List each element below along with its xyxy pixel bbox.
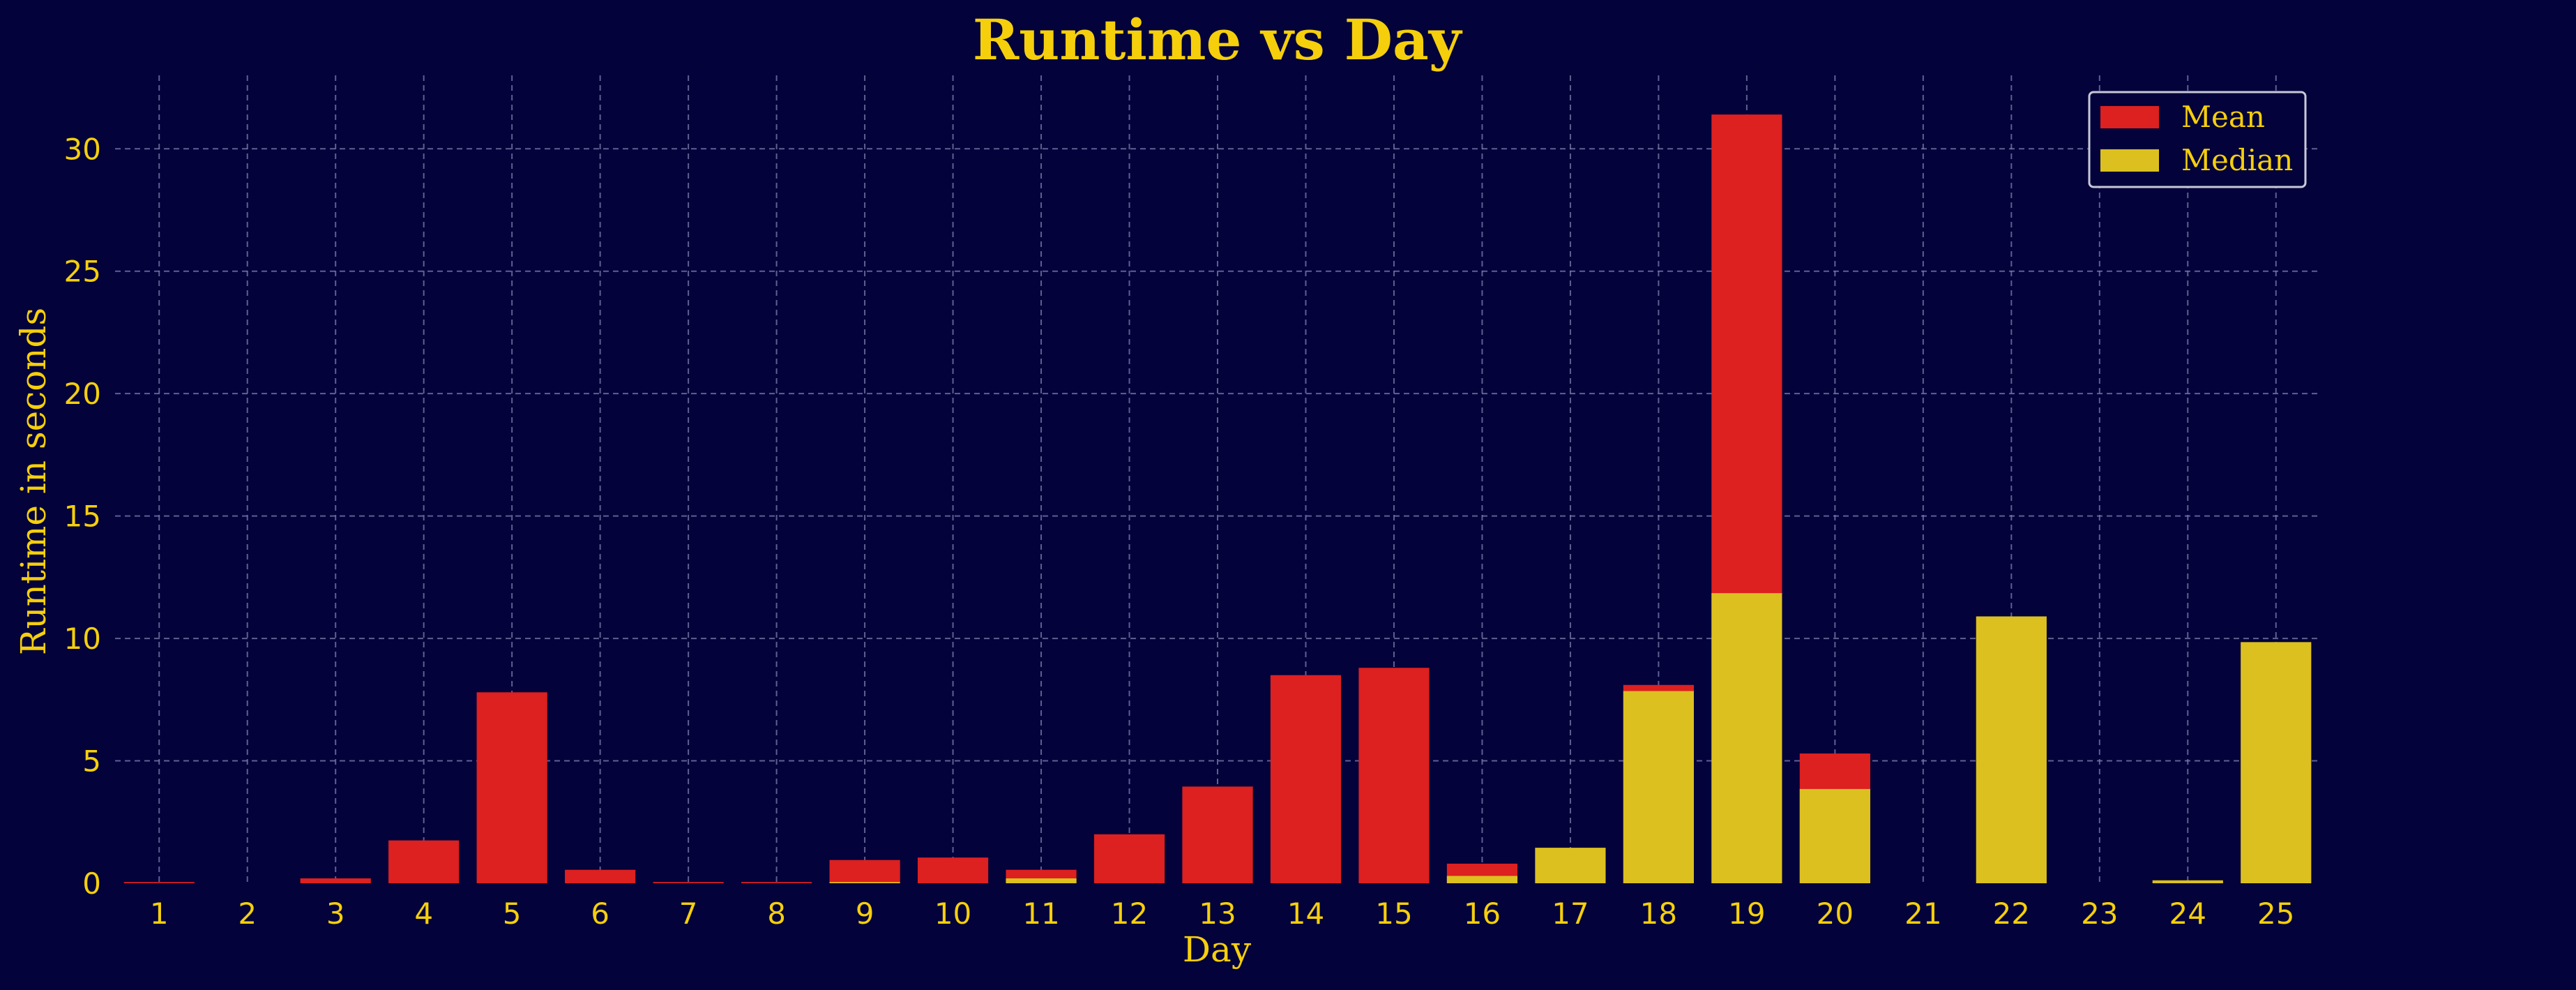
- y-tick-label-25: 25: [64, 255, 101, 289]
- bar-median-day-18: [1623, 691, 1694, 883]
- x-tick-label-21: 21: [1904, 897, 1941, 931]
- x-tick-label-19: 19: [1728, 897, 1765, 931]
- y-tick-label-15: 15: [64, 500, 101, 534]
- bars: [123, 114, 2312, 883]
- x-axis-label: Day: [1183, 929, 1252, 970]
- bar-mean-day-1: [123, 882, 195, 883]
- x-tick-label-3: 3: [326, 897, 345, 931]
- x-tick-label-11: 11: [1022, 897, 1059, 931]
- x-tick-label-24: 24: [2169, 897, 2206, 931]
- bar-median-day-9: [829, 882, 900, 883]
- chart-title: Runtime vs Day: [973, 7, 1463, 73]
- bar-mean-day-9: [829, 860, 900, 883]
- x-tick-label-10: 10: [934, 897, 971, 931]
- bar-mean-day-4: [388, 840, 460, 883]
- bar-mean-day-13: [1182, 786, 1253, 883]
- x-tick-labels: 1 2 3 4 5 6 7 8 9 10 11 12 13 14 15 16 17 18 19 20 21 22 23 24 2…: [150, 897, 2295, 931]
- x-tick-label-14: 14: [1287, 897, 1324, 931]
- legend: Mean Median: [2088, 91, 2307, 188]
- legend-swatch-median: [2100, 149, 2159, 172]
- bar-mean-day-6: [565, 869, 636, 883]
- x-tick-label-18: 18: [1640, 897, 1677, 931]
- x-tick-label-6: 6: [591, 897, 609, 931]
- x-tick-label-9: 9: [856, 897, 874, 931]
- x-tick-label-5: 5: [503, 897, 522, 931]
- y-tick-label-20: 20: [64, 377, 101, 411]
- x-tick-label-1: 1: [150, 897, 169, 931]
- x-tick-label-16: 16: [1464, 897, 1501, 931]
- x-tick-label-2: 2: [238, 897, 257, 931]
- bar-mean-day-8: [741, 882, 812, 883]
- x-tick-label-4: 4: [414, 897, 433, 931]
- y-tick-label-30: 30: [64, 132, 101, 166]
- x-tick-label-8: 8: [767, 897, 786, 931]
- bar-mean-day-3: [300, 878, 371, 883]
- bar-median-day-24: [2152, 880, 2223, 883]
- x-tick-label-20: 20: [1817, 897, 1854, 931]
- x-tick-label-13: 13: [1199, 897, 1236, 931]
- legend-label-mean: Mean: [2181, 100, 2265, 134]
- bar-mean-day-14: [1270, 675, 1342, 883]
- bar-median-day-19: [1711, 593, 1782, 883]
- bar-median-day-17: [1535, 848, 1606, 883]
- legend-label-median: Median: [2181, 143, 2293, 177]
- y-tick-label-5: 5: [82, 744, 101, 779]
- x-tick-label-25: 25: [2257, 897, 2294, 931]
- bar-mean-day-5: [476, 692, 547, 883]
- x-tick-label-23: 23: [2081, 897, 2118, 931]
- y-tick-label-10: 10: [64, 622, 101, 656]
- x-tick-label-12: 12: [1111, 897, 1148, 931]
- bar-mean-day-10: [917, 857, 989, 883]
- bar-median-day-11: [1006, 878, 1077, 883]
- x-tick-label-15: 15: [1375, 897, 1412, 931]
- bar-mean-day-12: [1093, 834, 1165, 883]
- bar-median-day-16: [1446, 876, 1518, 883]
- bar-median-day-22: [1976, 616, 2047, 883]
- x-tick-label-22: 22: [1993, 897, 2030, 931]
- bar-mean-day-7: [653, 882, 724, 883]
- bar-mean-day-15: [1358, 668, 1430, 883]
- bar-median-day-25: [2241, 642, 2312, 883]
- y-tick-label-0: 0: [82, 867, 101, 901]
- y-axis-label: Runtime in seconds: [13, 308, 54, 655]
- x-tick-label-17: 17: [1552, 897, 1589, 931]
- bar-median-day-20: [1799, 788, 1870, 883]
- y-tick-labels: 0 5 10 15 20 25 30: [64, 132, 101, 901]
- x-tick-label-7: 7: [679, 897, 698, 931]
- legend-swatch-mean: [2100, 106, 2159, 128]
